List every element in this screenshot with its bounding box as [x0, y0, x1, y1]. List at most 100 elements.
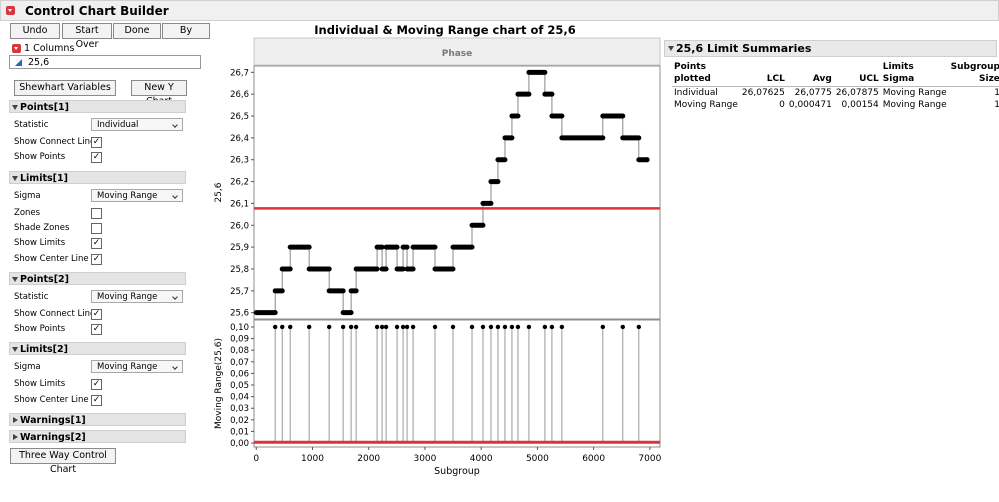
- table-cell: 26,07875: [835, 88, 879, 98]
- button[interactable]: Start Over: [62, 23, 112, 50]
- option-label: Show Center Line: [14, 253, 89, 264]
- menu-button[interactable]: [6, 6, 15, 15]
- table-row: Moving Range 0 0,000471 0,00154 Moving Range…: [672, 99, 999, 111]
- table-cell: Moving Range: [882, 100, 947, 110]
- point: [288, 324, 293, 330]
- disclosure[interactable]: [668, 46, 674, 51]
- point: [549, 324, 555, 330]
- y-tick-label: 0,03: [230, 404, 249, 414]
- y-tick-label: 26,1: [230, 199, 249, 209]
- disclosure[interactable]: [12, 347, 18, 353]
- y-tick-label: 0,09: [230, 335, 249, 345]
- chart-title: Individual & Moving Range chart of 25,6: [314, 23, 576, 37]
- disclosure[interactable]: [12, 276, 18, 282]
- chart: Individual & Moving Range chart of 25,6 P…: [214, 23, 662, 477]
- button[interactable]: Shewhart Variables: [14, 80, 116, 96]
- y-tick-label: 0,04: [230, 393, 249, 403]
- button[interactable]: By: [162, 23, 210, 39]
- button[interactable]: New Y Chart: [131, 80, 187, 107]
- table-cell: Individual: [674, 88, 718, 98]
- table-cell: 26,07625: [741, 88, 785, 98]
- point: [326, 324, 332, 330]
- checkbox[interactable]: ✓: [91, 379, 102, 391]
- dropdown[interactable]: Moving Range: [91, 289, 183, 303]
- y-tick-label: 0,10: [230, 323, 249, 333]
- x-tick-label: 0: [253, 454, 259, 464]
- x-tick-label: 7000: [638, 454, 661, 464]
- summary-table: Points plotted LCL Avg UCL Limits Sigma Subgr…: [672, 60, 999, 111]
- x-tick-label: 2000: [357, 454, 380, 464]
- point: [450, 324, 456, 330]
- point: [374, 324, 380, 330]
- y-tick-label: 26,7: [230, 68, 249, 78]
- column-header: Points plotted: [672, 60, 740, 87]
- marks: [253, 69, 650, 316]
- disclosure[interactable]: [13, 434, 18, 440]
- title-bar: Control Chart Builder: [0, 0, 999, 21]
- point: [306, 324, 312, 330]
- button[interactable]: Done: [113, 23, 161, 39]
- limit-summary: 25,6 Limit Summaries Points plotted LCL Av…: [664, 40, 999, 111]
- point: [280, 324, 285, 330]
- y-tick-label: 0,00: [230, 439, 249, 449]
- summary-title: 25,6 Limit Summaries: [676, 42, 812, 55]
- summary-header: 25,6 Limit Summaries: [664, 40, 997, 57]
- option-label: Statistic: [14, 120, 49, 130]
- plot-frame: [253, 319, 661, 448]
- checkbox[interactable]: ✓: [91, 137, 102, 148]
- dropdown[interactable]: Individual: [91, 118, 183, 131]
- point: [559, 324, 565, 330]
- table-cell: 0,00154: [841, 100, 879, 110]
- point: [620, 324, 625, 330]
- option-label: Sigma: [14, 190, 41, 201]
- point: [515, 324, 521, 330]
- checkbox[interactable]: [91, 222, 102, 234]
- table-cell: Moving Range: [882, 88, 947, 98]
- button[interactable]: Undo: [10, 23, 60, 39]
- option-label: Show Connect Line: [14, 308, 96, 319]
- y-tick-label: 0,06: [230, 369, 249, 379]
- y-tick-label: 25,8: [230, 265, 249, 275]
- option-label: Show Points: [14, 152, 66, 163]
- checkbox[interactable]: ✓: [91, 394, 102, 406]
- checkbox[interactable]: ✓: [91, 152, 102, 164]
- plot-frame: [253, 65, 661, 320]
- disclosure[interactable]: [12, 105, 18, 110]
- disclosure[interactable]: [12, 175, 18, 181]
- point: [636, 324, 642, 330]
- dropdown[interactable]: Moving Range: [91, 188, 183, 202]
- checkbox[interactable]: ✓: [91, 324, 102, 336]
- table-cell: 1: [994, 100, 999, 110]
- y-tick-label: 25,6: [230, 309, 249, 319]
- option-label: Shade Zones: [14, 222, 70, 233]
- point: [542, 324, 548, 330]
- checkbox[interactable]: [91, 207, 102, 219]
- disclosure[interactable]: [13, 417, 18, 423]
- button[interactable]: Three Way Control Chart: [10, 448, 116, 475]
- menu-button[interactable]: [12, 44, 21, 53]
- point: [644, 157, 650, 163]
- column-header: Subgroup Size: [948, 60, 999, 87]
- point: [469, 324, 475, 330]
- checkbox[interactable]: ✓: [91, 238, 102, 250]
- table-cell: 1: [994, 88, 999, 98]
- y-tick-label: 0,07: [230, 358, 249, 368]
- x-tick-label: 1000: [301, 454, 324, 464]
- header-row: Points plotted LCL Avg UCL Limits Sigma Subgr…: [672, 60, 999, 87]
- point: [340, 324, 346, 330]
- checkbox[interactable]: ✓: [91, 308, 102, 320]
- table-row: Individual 26,07625 26,0775 26,07875 Moving …: [672, 87, 999, 100]
- section-header: Points[2]: [9, 271, 186, 285]
- x-tick-label: 4000: [470, 454, 493, 464]
- dropdown[interactable]: Moving Range: [91, 360, 183, 374]
- checkbox[interactable]: ✓: [91, 253, 102, 265]
- section-header: Limits[1]: [9, 170, 186, 184]
- point: [432, 324, 438, 330]
- column-field: 25,6: [9, 55, 201, 69]
- marks: [272, 324, 642, 444]
- y-tick-label: 25,9: [230, 243, 249, 253]
- y-tick-label: 0,01: [230, 427, 249, 437]
- point: [526, 324, 532, 330]
- x-tick-label: 3000: [413, 454, 436, 464]
- point: [488, 324, 494, 330]
